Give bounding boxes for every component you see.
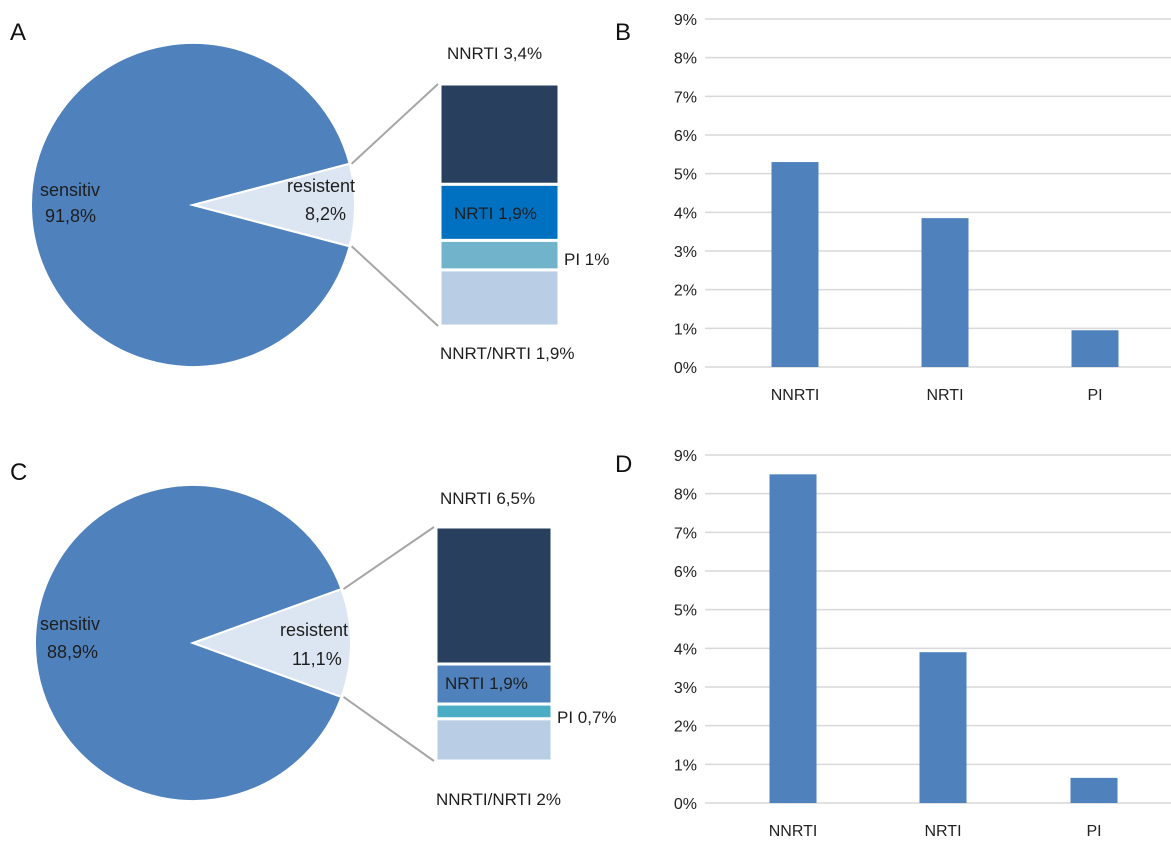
panel-b: B 0% 1% 2% 3% 4% 5% 6% 7% 8% 9% NNRTI NRTI PI bbox=[615, 12, 1171, 404]
pie-chart-c bbox=[34, 484, 352, 802]
panel-letter-d: D bbox=[615, 451, 632, 478]
x-category-label-b: PI bbox=[1087, 387, 1102, 404]
slice-label-resistent-a: resistent bbox=[287, 176, 355, 196]
y-tick-label-b: 4% bbox=[674, 205, 697, 222]
resistance-breakdown-a bbox=[438, 82, 561, 328]
bars-d bbox=[769, 474, 1118, 803]
connector-line-bottom-c bbox=[342, 696, 435, 762]
y-tick-label-d: 4% bbox=[674, 641, 697, 658]
panel-a: A sensitiv 91,8% resistent 8,2% NNRTI 3,… bbox=[10, 19, 609, 368]
x-axis-d: NNRTI NRTI PI bbox=[769, 823, 1102, 840]
segment-label-nrti-c: NRTI 1,9% bbox=[445, 674, 528, 693]
breakdown-segment-pi-c bbox=[434, 702, 554, 721]
pie-slice-sensitiv-c bbox=[34, 484, 343, 802]
y-tick-label-d: 9% bbox=[674, 448, 697, 465]
connector-line-bottom-a bbox=[350, 245, 439, 327]
y-tick-label-d: 0% bbox=[674, 796, 697, 813]
y-tick-label-b: 1% bbox=[674, 321, 697, 338]
segment-label-nnrti-c: NNRTI 6,5% bbox=[440, 489, 535, 508]
y-tick-label-b: 5% bbox=[674, 167, 697, 184]
pie-slice-resistent-c bbox=[190, 587, 352, 699]
segment-label-pi-a: PI 1% bbox=[564, 250, 609, 269]
slice-label-resistent-c: resistent bbox=[280, 620, 348, 640]
panel-letter-b: B bbox=[615, 19, 631, 46]
breakdown-segment-nnrti-c bbox=[434, 525, 554, 666]
panel-letter-a: A bbox=[10, 19, 26, 46]
breakdown-segment-nnrt_nrti-a bbox=[438, 268, 561, 328]
connector-line-top-c bbox=[342, 526, 435, 590]
y-tick-label-d: 8% bbox=[674, 487, 697, 504]
connector-line-top-a bbox=[350, 83, 439, 165]
y-tick-label-b: 8% bbox=[674, 51, 697, 68]
pie-connectors-a bbox=[350, 83, 439, 327]
slice-label-sensitiv-c: sensitiv bbox=[40, 614, 100, 634]
y-tick-label-b: 2% bbox=[674, 283, 697, 300]
x-category-label-b: NNRTI bbox=[771, 387, 820, 404]
y-tick-label-b: 0% bbox=[674, 360, 697, 377]
bar-pi-d bbox=[1070, 777, 1118, 803]
y-axis-b: 0% 1% 2% 3% 4% 5% 6% 7% 8% 9% bbox=[674, 12, 697, 377]
y-tick-label-d: 1% bbox=[674, 757, 697, 774]
x-category-label-d: NNRTI bbox=[769, 823, 818, 840]
pie-connectors-c bbox=[342, 526, 435, 762]
y-tick-label-d: 6% bbox=[674, 564, 697, 581]
bars-b bbox=[771, 162, 1119, 367]
breakdown-segment-nnrti-a bbox=[438, 82, 561, 186]
breakdown-segment-nrti-a bbox=[438, 182, 561, 242]
y-tick-label-d: 3% bbox=[674, 680, 697, 697]
x-category-label-b: NRTI bbox=[926, 387, 963, 404]
bar-nnrti-d bbox=[769, 474, 817, 803]
y-tick-label-b: 3% bbox=[674, 244, 697, 261]
slice-value-resistent-a: 8,2% bbox=[305, 204, 346, 224]
bar-pi-b bbox=[1071, 330, 1119, 367]
y-axis-d: 0% 1% 2% 3% 4% 5% 6% 7% 8% 9% bbox=[674, 448, 697, 813]
y-tick-label-d: 5% bbox=[674, 603, 697, 620]
pie-slice-resistent-a bbox=[189, 162, 356, 248]
breakdown-segment-pi-a bbox=[438, 238, 561, 272]
panel-c: C sensitiv 88,9% resistent 11,1% NNRTI 6… bbox=[10, 459, 617, 809]
y-tick-label-b: 7% bbox=[674, 89, 697, 106]
x-axis-b: NNRTI NRTI PI bbox=[771, 387, 1103, 404]
bar-nrti-b bbox=[921, 218, 969, 367]
slice-value-resistent-c: 11,1% bbox=[292, 649, 342, 669]
panel-letter-c: C bbox=[10, 459, 27, 486]
y-tick-label-b: 6% bbox=[674, 128, 697, 145]
resistance-breakdown-c bbox=[434, 525, 554, 763]
slice-label-sensitiv-a: sensitiv bbox=[40, 180, 100, 200]
breakdown-segment-nnrt_nrti-c bbox=[434, 717, 554, 763]
segment-label-pi-c: PI 0,7% bbox=[557, 708, 617, 727]
segment-label-nrti-a: NRTI 1,9% bbox=[454, 204, 537, 223]
segment-label-nnrt-nrti-a: NNRT/NRTI 1,9% bbox=[440, 344, 574, 363]
x-category-label-d: PI bbox=[1086, 823, 1101, 840]
y-tick-label-d: 2% bbox=[674, 719, 697, 736]
slice-value-sensitiv-a: 91,8% bbox=[45, 206, 96, 226]
x-category-label-d: NRTI bbox=[924, 823, 961, 840]
segment-label-nnrt-nrti-c: NNRTI/NRTI 2% bbox=[436, 790, 561, 809]
pie-chart-a bbox=[30, 42, 356, 368]
y-tick-label-d: 7% bbox=[674, 525, 697, 542]
y-tick-label-b: 9% bbox=[674, 12, 697, 29]
bar-nrti-d bbox=[919, 652, 967, 803]
segment-label-nnrti-a: NNRTI 3,4% bbox=[447, 44, 542, 63]
panel-d: D 0% 1% 2% 3% 4% 5% 6% 7% 8% 9% NNRTI NRTI PI bbox=[615, 448, 1171, 840]
slice-value-sensitiv-c: 88,9% bbox=[47, 642, 98, 662]
bar-nnrti-b bbox=[771, 162, 819, 367]
